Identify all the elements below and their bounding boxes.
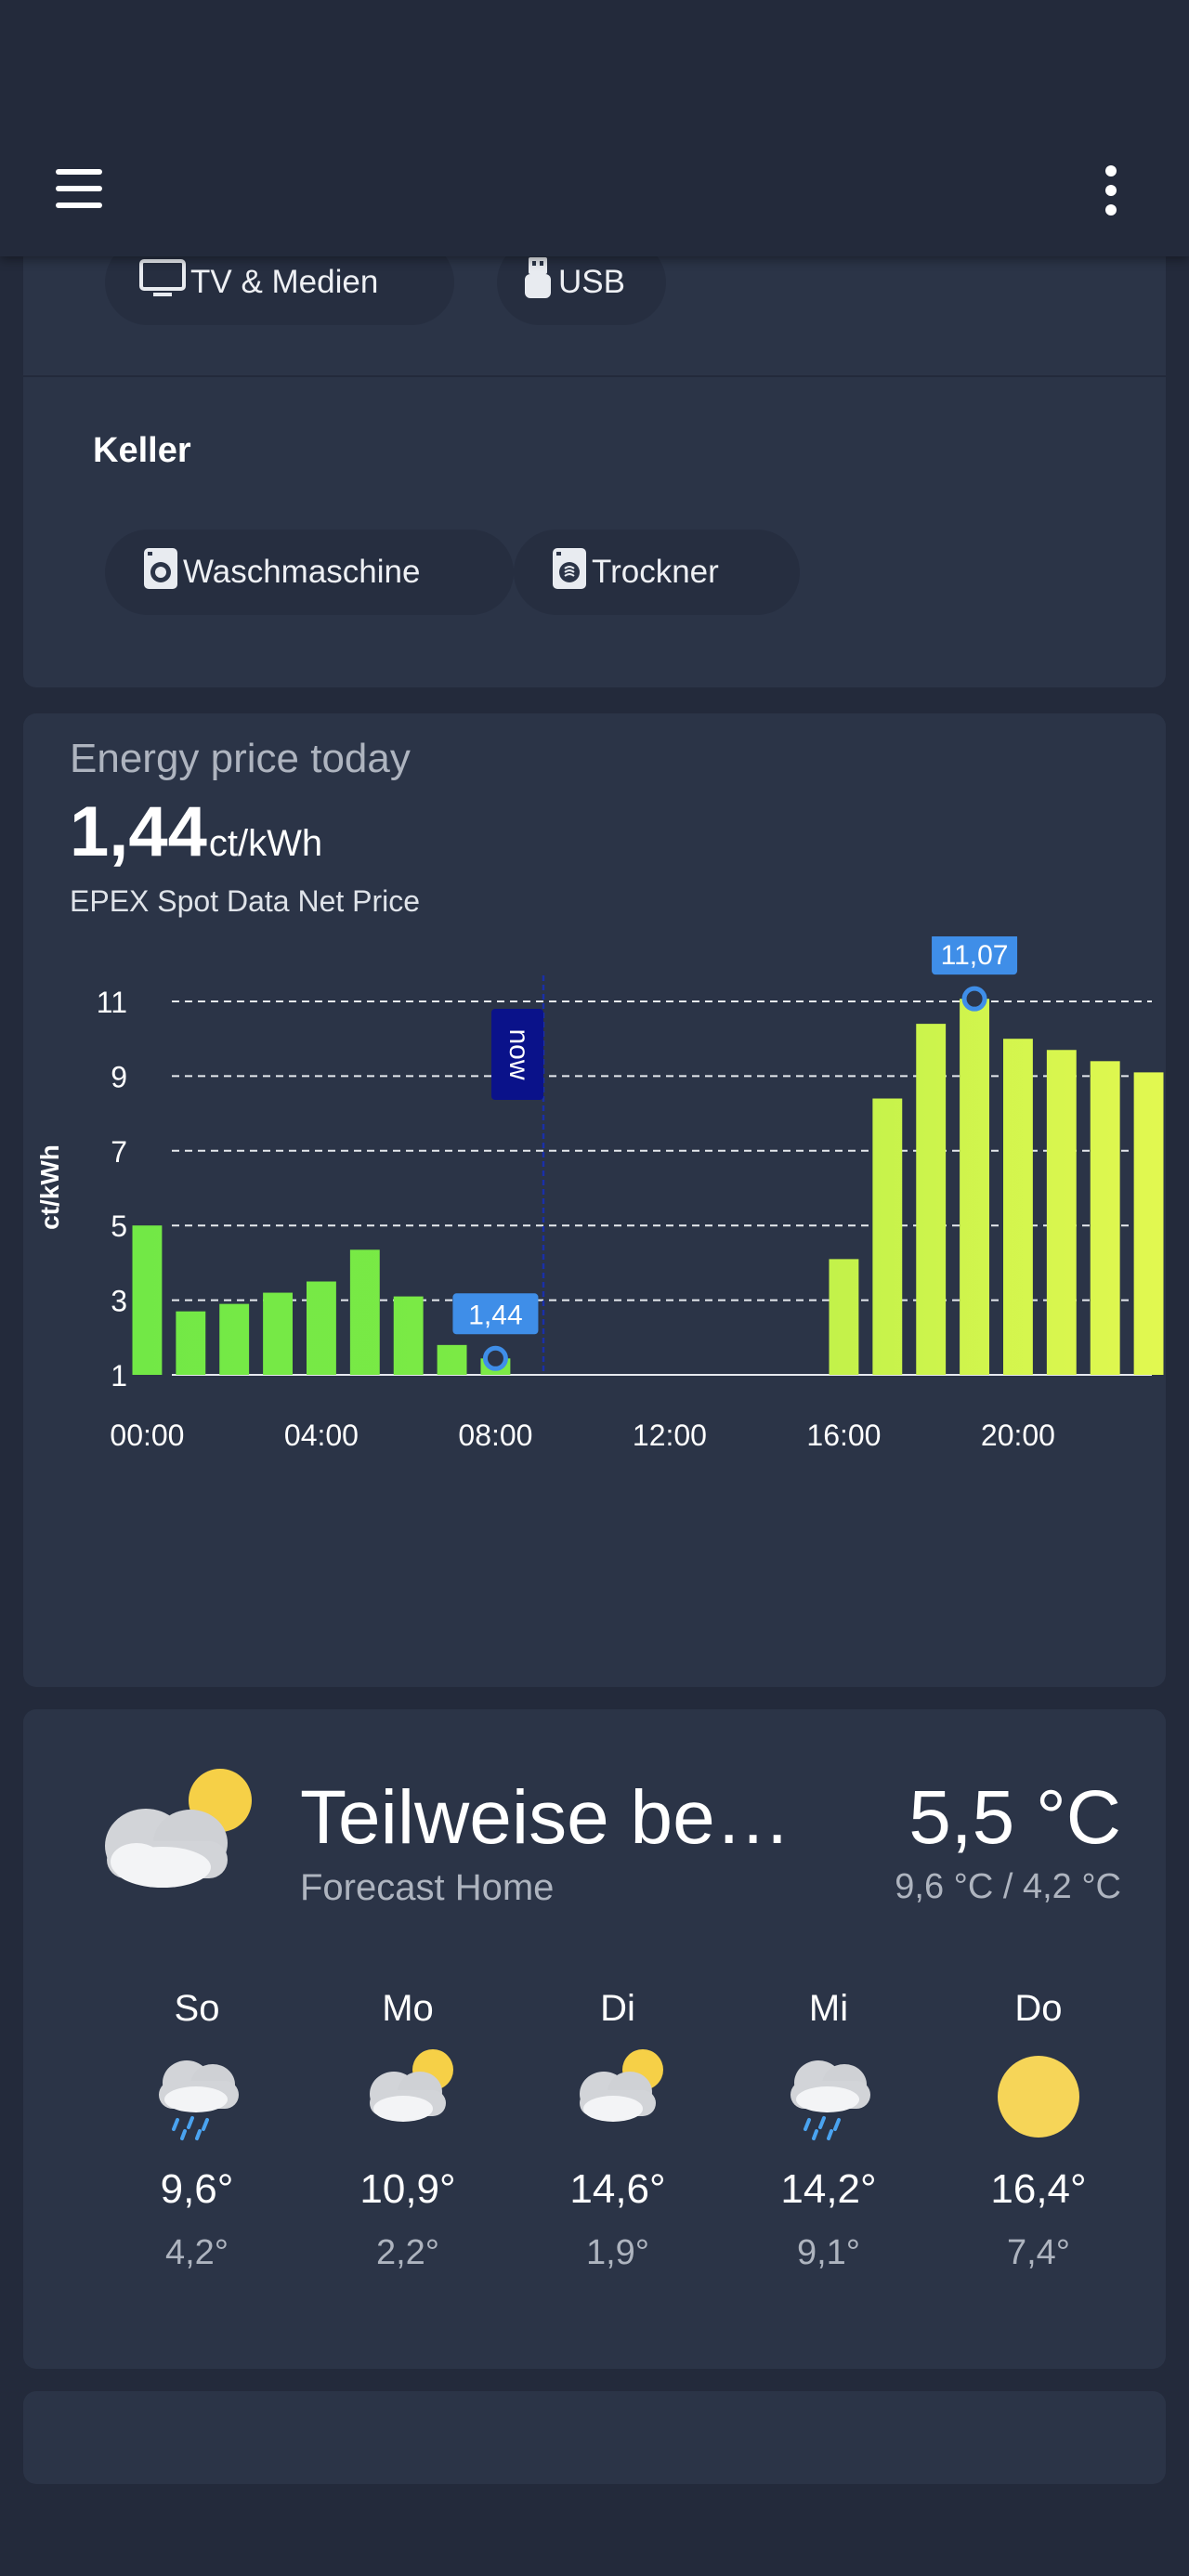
max-price-label: 11,07 bbox=[941, 940, 1009, 971]
app-bar bbox=[0, 0, 1189, 256]
max-price-marker bbox=[961, 986, 987, 1012]
partly-cloudy-icon bbox=[525, 2046, 711, 2157]
washing-machine-icon bbox=[142, 546, 179, 599]
sunny-icon bbox=[946, 2046, 1131, 2157]
partly-cloudy-icon bbox=[105, 1769, 252, 1888]
price-bar bbox=[349, 1249, 380, 1375]
energy-subtitle: EPEX Spot Data Net Price bbox=[70, 884, 421, 918]
price-bar bbox=[263, 1292, 293, 1375]
price-bar bbox=[1133, 1072, 1164, 1375]
energy-unit: ct/kWh bbox=[208, 823, 323, 864]
price-bar bbox=[829, 1259, 859, 1375]
min-price-badge bbox=[452, 1293, 539, 1335]
price-bar bbox=[1046, 1050, 1077, 1375]
weather-card[interactable]: Teilweise be… Forecast Home 5,5 °C 9,6 °… bbox=[23, 1709, 1166, 2369]
weather-temperature: 5,5 °C bbox=[908, 1775, 1121, 1860]
chip-label: Trockner bbox=[592, 554, 719, 590]
forecast-high: 14,2° bbox=[780, 2166, 877, 2212]
chip-label: Waschmaschine bbox=[183, 554, 421, 590]
usb-icon bbox=[521, 255, 555, 310]
tv-icon bbox=[138, 258, 187, 307]
forecast-day: So 9,6° 4,2° bbox=[104, 1988, 290, 2273]
chip-waschmaschine[interactable]: Waschmaschine bbox=[105, 530, 514, 615]
price-bar bbox=[437, 1344, 467, 1375]
forecast-low: 7,4° bbox=[1006, 2233, 1071, 2272]
forecast-day-name: Do bbox=[1014, 1988, 1063, 2029]
menu-icon[interactable] bbox=[48, 160, 110, 221]
forecast-day: Do 16,4° 7,4° bbox=[946, 1988, 1131, 2273]
x-tick-label: 16:00 bbox=[806, 1419, 881, 1452]
price-bar bbox=[393, 1296, 424, 1375]
chip-trockner[interactable]: Trockner bbox=[514, 530, 800, 615]
now-label: now bbox=[503, 1028, 534, 1079]
forecast-day-name: Mi bbox=[808, 1988, 849, 2029]
y-tick-label: 3 bbox=[111, 1285, 127, 1318]
forecast-low: 4,2° bbox=[164, 2233, 229, 2272]
price-bar bbox=[872, 1098, 903, 1375]
weather-range: 9,6 °C / 4,2 °C bbox=[895, 1867, 1121, 1906]
energy-price-chart[interactable]: ct/kWh 1 3 5 7 9 11 00:00 04:00 08:00 12:00 16:00 20… bbox=[23, 936, 1166, 1605]
x-tick-label: 20:00 bbox=[981, 1419, 1055, 1452]
forecast-high: 14,6° bbox=[569, 2166, 666, 2212]
forecast-day: Mi 14,2° 9,1° bbox=[736, 1988, 921, 2273]
forecast-day-name: Di bbox=[600, 1988, 635, 2029]
now-badge bbox=[491, 1009, 543, 1100]
forecast-day: Di 14,6° 1,9° bbox=[525, 1988, 711, 2273]
chip-label: USB bbox=[558, 264, 625, 300]
energy-title: Energy price today bbox=[70, 736, 411, 781]
chip-label: TV & Medien bbox=[190, 264, 379, 300]
forecast-day-name: So bbox=[174, 1988, 220, 2029]
forecast-high: 16,4° bbox=[990, 2166, 1087, 2212]
price-bar bbox=[307, 1281, 336, 1375]
price-bar bbox=[176, 1311, 206, 1375]
y-tick-label: 1 bbox=[111, 1359, 127, 1393]
forecast-day: Mo 10,9° 2,2° bbox=[315, 1988, 501, 2273]
x-tick-label: 08:00 bbox=[458, 1419, 532, 1452]
keller-title: Keller bbox=[93, 431, 191, 470]
y-tick-label: 5 bbox=[111, 1210, 127, 1243]
dryer-icon bbox=[551, 546, 588, 599]
forecast-low: 9,1° bbox=[796, 2233, 861, 2272]
energy-current-value: 1,44ct/kWh bbox=[70, 791, 322, 872]
empty-card bbox=[23, 2391, 1166, 2484]
price-bar bbox=[1003, 1039, 1033, 1375]
y-axis-label: ct/kWh bbox=[35, 1144, 64, 1230]
price-bar bbox=[916, 1024, 947, 1375]
x-tick-label: 00:00 bbox=[110, 1419, 184, 1452]
forecast-low: 2,2° bbox=[375, 2233, 440, 2272]
min-price-label: 1,44 bbox=[468, 1300, 522, 1330]
energy-value-number: 1,44 bbox=[70, 792, 207, 871]
price-bar bbox=[132, 1225, 163, 1375]
cloudy-rain-icon bbox=[736, 2046, 921, 2157]
y-tick-label: 9 bbox=[111, 1060, 127, 1093]
forecast-day-name: Mo bbox=[382, 1988, 434, 2029]
x-tick-label: 12:00 bbox=[633, 1419, 707, 1452]
areas-card: TV & Medien USB Keller Waschmaschine Tro… bbox=[23, 214, 1166, 687]
forecast-high: 10,9° bbox=[359, 2166, 456, 2212]
partly-cloudy-icon bbox=[315, 2046, 501, 2157]
y-tick-label: 11 bbox=[97, 986, 127, 1019]
x-tick-label: 04:00 bbox=[284, 1419, 359, 1452]
price-bar bbox=[960, 999, 989, 1375]
cloudy-rain-icon bbox=[104, 2046, 290, 2157]
weather-location: Forecast Home bbox=[300, 1867, 555, 1908]
max-price-badge bbox=[932, 936, 1018, 975]
price-bar bbox=[1090, 1061, 1120, 1375]
price-bar bbox=[219, 1303, 250, 1375]
forecast-low: 1,9° bbox=[585, 2233, 650, 2272]
forecast-high: 9,6° bbox=[160, 2166, 234, 2212]
min-price-marker bbox=[482, 1345, 508, 1371]
energy-price-card[interactable]: Energy price today 1,44ct/kWh EPEX Spot … bbox=[23, 713, 1166, 1687]
more-options-icon[interactable] bbox=[1085, 158, 1137, 223]
y-tick-label: 7 bbox=[111, 1135, 127, 1169]
divider bbox=[23, 375, 1166, 377]
weather-condition: Teilweise be… bbox=[300, 1775, 791, 1860]
